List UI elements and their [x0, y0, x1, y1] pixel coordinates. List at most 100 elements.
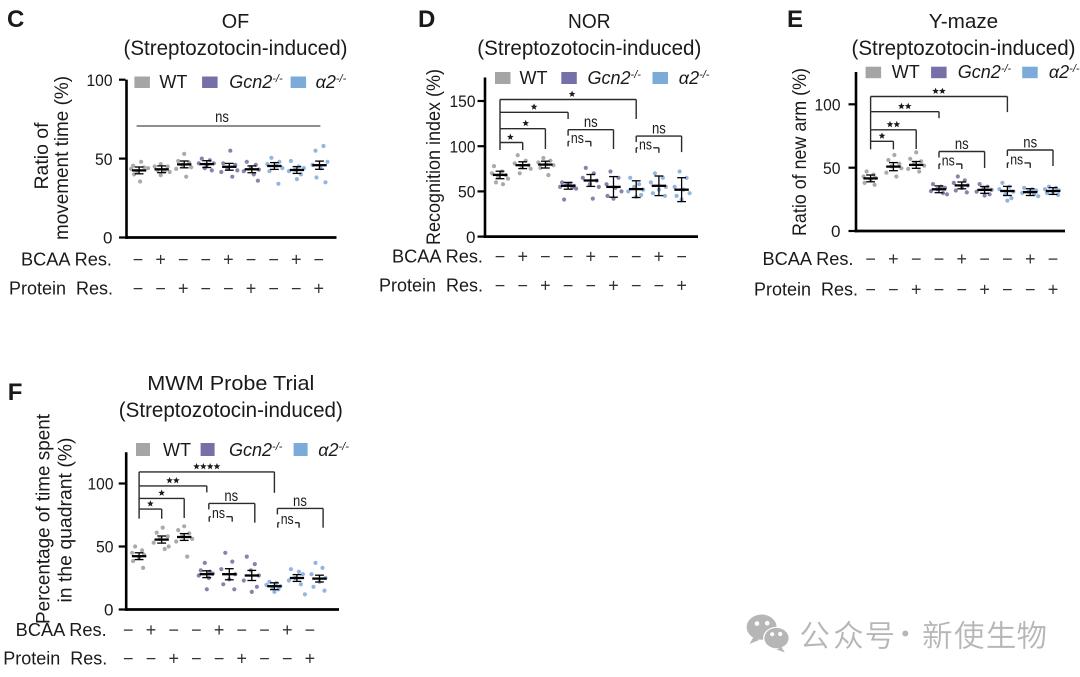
svg-text:Ratio of: Ratio of — [32, 122, 53, 190]
svg-text:+: + — [305, 649, 316, 669]
svg-text:Y-maze: Y-maze — [929, 11, 998, 33]
svg-text:+: + — [282, 620, 293, 640]
svg-text:+: + — [178, 278, 189, 298]
svg-text:ns: ns — [652, 121, 666, 138]
svg-text:NOR: NOR — [568, 11, 611, 33]
svg-text:+: + — [540, 276, 551, 296]
svg-text:−: − — [631, 276, 642, 296]
svg-text:+: + — [146, 620, 157, 640]
svg-text:+: + — [957, 249, 968, 269]
svg-text:−: − — [517, 276, 528, 296]
svg-text:(Streptozotocin-induced): (Streptozotocin-induced) — [119, 399, 343, 422]
svg-text:Gcn2-/-: Gcn2-/- — [229, 440, 283, 460]
svg-text:0: 0 — [831, 222, 840, 241]
svg-text:−: − — [223, 278, 234, 298]
svg-text:−: − — [654, 276, 665, 296]
svg-text:−: − — [563, 246, 574, 266]
svg-text:F: F — [8, 379, 23, 406]
svg-text:−: − — [631, 246, 642, 266]
svg-text:−: − — [314, 249, 325, 269]
svg-text:D: D — [418, 6, 435, 33]
svg-text:−: − — [191, 649, 202, 669]
svg-text:−: − — [934, 279, 945, 299]
svg-text:50: 50 — [95, 150, 113, 169]
svg-text:Protein Res.: Protein Res. — [3, 649, 107, 669]
svg-text:−: − — [133, 278, 144, 298]
svg-text:−: − — [168, 620, 179, 640]
svg-text:ns: ns — [584, 114, 598, 131]
svg-text:150: 150 — [450, 92, 476, 111]
svg-text:ns: ns — [215, 109, 229, 126]
svg-text:+: + — [654, 246, 665, 266]
svg-text:−: − — [191, 620, 202, 640]
svg-text:Protein Res.: Protein Res. — [379, 276, 483, 296]
svg-text:−: − — [1048, 249, 1059, 269]
svg-text:0: 0 — [103, 229, 112, 248]
svg-text:−: − — [123, 620, 134, 640]
svg-text:Ratio of new arm (%): Ratio of new arm (%) — [790, 68, 811, 236]
svg-text:−: − — [495, 246, 506, 266]
svg-text:−: − — [246, 249, 257, 269]
svg-text:OF: OF — [222, 11, 250, 33]
svg-text:−: − — [155, 278, 166, 298]
svg-text:−: − — [957, 279, 968, 299]
svg-text:−: − — [268, 249, 279, 269]
svg-text:ns: ns — [281, 511, 294, 528]
svg-text:E: E — [787, 6, 803, 33]
svg-text:(Streptozotocin-induced): (Streptozotocin-induced) — [852, 37, 1076, 60]
svg-text:−: − — [201, 278, 212, 298]
svg-text:−: − — [563, 276, 574, 296]
svg-text:ns: ns — [293, 493, 307, 510]
svg-text:−: − — [178, 249, 189, 269]
svg-text:Recognition index (%): Recognition index (%) — [424, 69, 445, 245]
svg-text:+: + — [888, 249, 899, 269]
svg-text:−: − — [865, 249, 876, 269]
svg-text:−: − — [888, 279, 899, 299]
svg-text:+: + — [608, 276, 619, 296]
svg-text:50: 50 — [823, 159, 841, 178]
svg-text:−: − — [1002, 279, 1013, 299]
svg-text:WT: WT — [520, 68, 548, 88]
svg-text:−: − — [934, 249, 945, 269]
svg-text:−: − — [586, 276, 597, 296]
svg-text:−: − — [979, 249, 990, 269]
svg-text:+: + — [214, 620, 225, 640]
svg-text:−: − — [540, 246, 551, 266]
svg-text:BCAA Res.: BCAA Res. — [392, 246, 483, 266]
svg-text:+: + — [1025, 249, 1036, 269]
svg-text:50: 50 — [458, 183, 476, 202]
svg-text:Gcn2-/-: Gcn2-/- — [958, 62, 1012, 82]
svg-text:−: − — [495, 276, 506, 296]
svg-text:ns: ns — [639, 136, 652, 153]
svg-text:C: C — [7, 6, 24, 33]
svg-text:−: − — [237, 620, 248, 640]
svg-text:−: − — [1025, 279, 1036, 299]
svg-text:−: − — [201, 249, 212, 269]
svg-text:+: + — [1048, 279, 1059, 299]
svg-text:in the quadrant (%): in the quadrant (%) — [56, 438, 77, 603]
svg-text:100: 100 — [87, 71, 113, 90]
svg-text:+: + — [979, 279, 990, 299]
svg-text:Percentage of time spent: Percentage of time spent — [34, 413, 55, 624]
svg-text:−: − — [282, 649, 293, 669]
svg-text:−: − — [146, 649, 157, 669]
svg-text:ns: ns — [224, 488, 238, 505]
svg-text:ns: ns — [1023, 135, 1037, 152]
svg-text:ns: ns — [942, 153, 955, 170]
svg-text:0: 0 — [104, 601, 113, 620]
svg-text:BCAA Res.: BCAA Res. — [16, 620, 107, 640]
svg-text:−: − — [133, 249, 144, 269]
svg-text:−: − — [1002, 249, 1013, 269]
svg-text:+: + — [223, 249, 234, 269]
svg-text:+: + — [314, 278, 325, 298]
svg-text:−: − — [305, 620, 316, 640]
svg-text:Protein Res.: Protein Res. — [9, 278, 113, 298]
svg-text:(Streptozotocin-induced): (Streptozotocin-induced) — [124, 37, 348, 60]
svg-text:Gcn2-/-: Gcn2-/- — [588, 68, 642, 88]
svg-text:WT: WT — [892, 62, 920, 82]
svg-text:+: + — [237, 649, 248, 669]
svg-text:+: + — [517, 246, 528, 266]
svg-text:−: − — [291, 278, 302, 298]
svg-text:BCAA Res.: BCAA Res. — [763, 249, 854, 269]
svg-text:Protein Res.: Protein Res. — [754, 279, 858, 299]
